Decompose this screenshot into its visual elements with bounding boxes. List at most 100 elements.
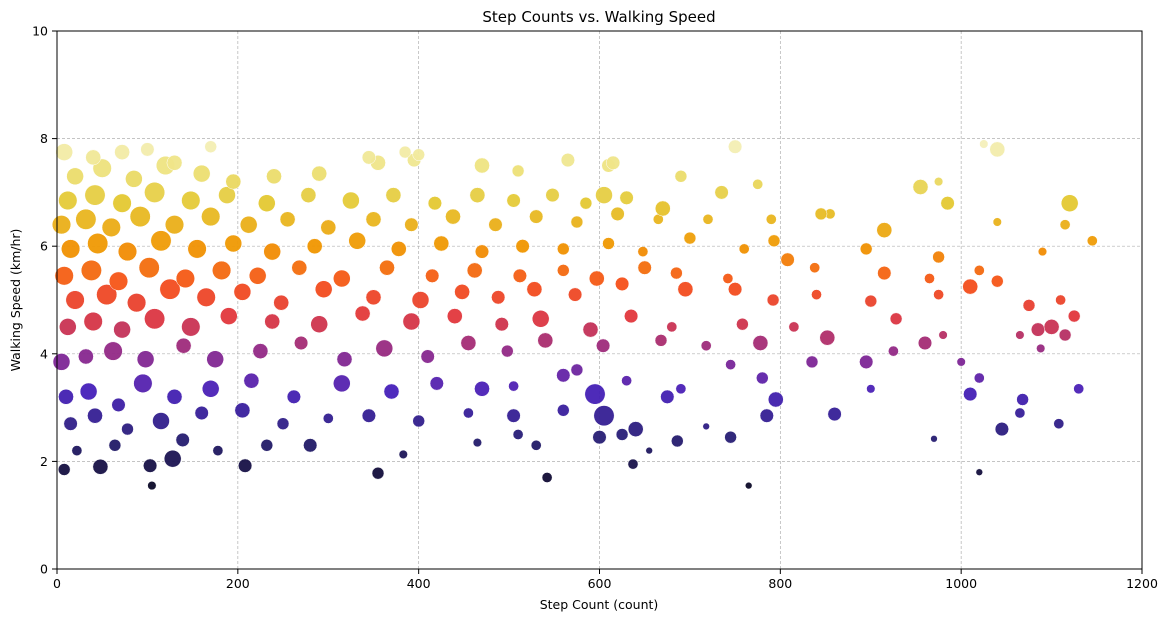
scatter-point xyxy=(675,383,687,395)
scatter-point xyxy=(702,422,710,431)
scatter-point xyxy=(420,349,435,364)
scatter-point xyxy=(610,206,625,221)
scatter-point xyxy=(348,232,366,250)
scatter-point xyxy=(404,217,419,232)
scatter-point xyxy=(342,191,360,210)
x-tick-label: 400 xyxy=(407,576,431,591)
scatter-point xyxy=(276,417,290,430)
scatter-point xyxy=(1022,299,1036,312)
scatter-point xyxy=(303,438,318,453)
scatter-point xyxy=(529,209,544,224)
scatter-point xyxy=(129,206,151,228)
scatter-point xyxy=(666,321,678,333)
scatter-point xyxy=(508,380,519,392)
scatter-point xyxy=(138,257,160,279)
x-tick-label: 0 xyxy=(53,576,61,591)
scatter-point xyxy=(637,260,652,275)
scatter-point xyxy=(859,242,873,256)
scatter-point xyxy=(314,280,333,298)
scatter-point xyxy=(58,388,74,405)
scatter-point xyxy=(150,230,172,252)
scatter-point xyxy=(463,407,474,419)
scatter-point xyxy=(412,148,425,161)
y-tick-label: 10 xyxy=(32,24,48,39)
scatter-point xyxy=(660,389,675,404)
scatter-point xyxy=(515,239,530,254)
scatter-point xyxy=(65,290,85,310)
scatter-point xyxy=(725,359,736,370)
scatter-point xyxy=(621,375,632,387)
scatter-point xyxy=(674,170,688,183)
scatter-point xyxy=(888,345,899,357)
scatter-point xyxy=(989,141,1006,158)
scatter-point xyxy=(201,207,221,227)
scatter-point xyxy=(827,407,842,422)
scatter-point xyxy=(556,368,571,383)
scatter-point xyxy=(79,382,98,401)
scatter-point xyxy=(80,259,102,281)
y-tick-label: 4 xyxy=(40,346,48,361)
scatter-point xyxy=(96,284,118,306)
scatter-point xyxy=(252,343,269,359)
scatter-point xyxy=(379,259,395,276)
scatter-point xyxy=(619,190,634,205)
scatter-point xyxy=(541,472,553,483)
scatter-point xyxy=(671,434,684,448)
scatter-point xyxy=(58,190,78,211)
scatter-point xyxy=(212,445,224,456)
scatter-point xyxy=(164,215,185,235)
scatter-point xyxy=(570,363,584,377)
x-tick-label: 200 xyxy=(226,576,250,591)
scatter-point xyxy=(973,265,985,276)
scatter-point xyxy=(310,315,328,333)
scatter-point xyxy=(582,321,599,338)
scatter-point xyxy=(266,168,282,185)
y-tick-label: 6 xyxy=(40,239,48,254)
scatter-point xyxy=(143,458,158,473)
scatter-point xyxy=(159,278,181,300)
scatter-point xyxy=(759,408,774,423)
scatter-point xyxy=(595,186,613,204)
scatter-point xyxy=(85,149,102,166)
scatter-point xyxy=(766,293,780,307)
scatter-point xyxy=(1030,322,1046,337)
scatter-point xyxy=(917,335,933,351)
scatter-point xyxy=(114,144,130,160)
scatter-point xyxy=(624,309,639,324)
scatter-point xyxy=(1016,393,1029,406)
scatter-point xyxy=(233,283,252,301)
scatter-point xyxy=(87,233,109,254)
scatter-point xyxy=(588,270,605,287)
scatter-point xyxy=(670,266,683,280)
x-tick-label: 600 xyxy=(588,576,612,591)
scatter-point xyxy=(1060,194,1079,212)
scatter-point xyxy=(1014,407,1026,419)
scatter-point xyxy=(412,414,425,428)
scatter-point xyxy=(472,438,482,448)
scatter-point xyxy=(206,350,224,368)
scatter-point xyxy=(859,354,874,369)
scatter-point xyxy=(212,260,232,280)
scatter-point xyxy=(933,289,944,300)
scatter-point xyxy=(336,351,353,368)
scatter-point xyxy=(87,407,103,424)
data-points xyxy=(51,139,1098,491)
scatter-point xyxy=(398,145,412,159)
scatter-point xyxy=(560,153,575,168)
scatter-point xyxy=(361,150,376,165)
scatter-point xyxy=(248,267,267,285)
scatter-point xyxy=(239,215,258,234)
scatter-point xyxy=(127,293,147,313)
scatter-point xyxy=(615,428,629,441)
scatter-point xyxy=(133,373,153,393)
scatter-point xyxy=(291,259,308,276)
scatter-point xyxy=(181,190,201,211)
scatter-point xyxy=(864,294,878,308)
scatter-point xyxy=(61,239,81,259)
scatter-point xyxy=(474,244,490,259)
scatter-point xyxy=(756,371,769,385)
scatter-point xyxy=(224,234,243,253)
scatter-point xyxy=(724,430,737,444)
